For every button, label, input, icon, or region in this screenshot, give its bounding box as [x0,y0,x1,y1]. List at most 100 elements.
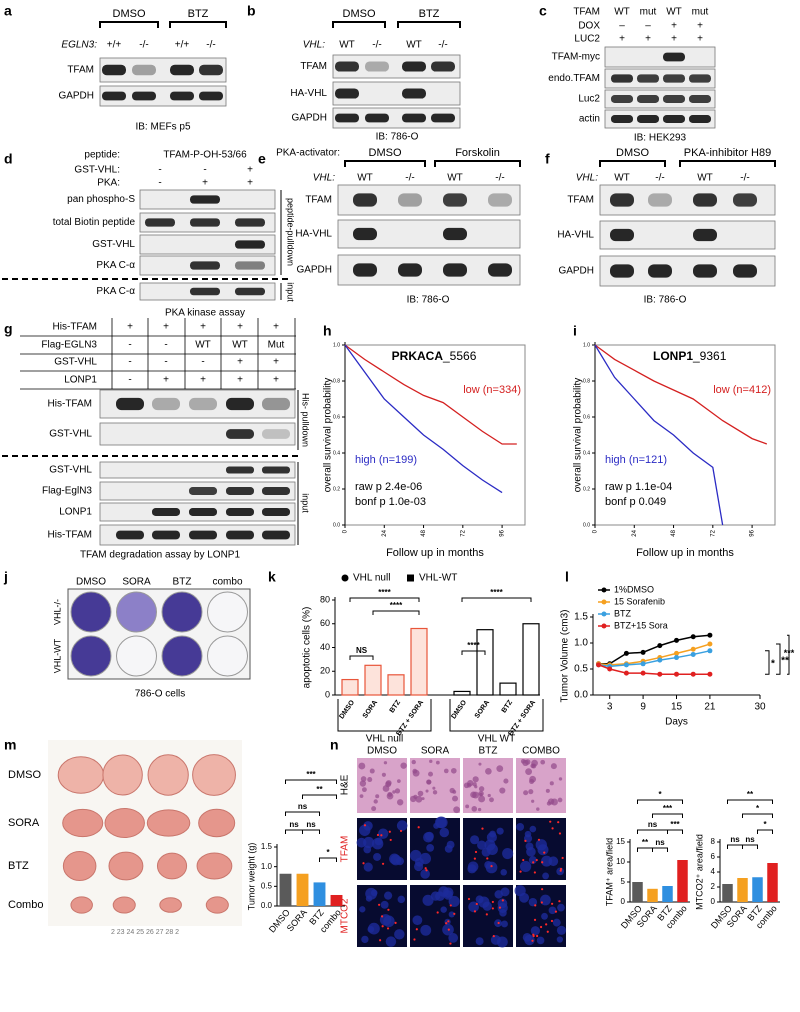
band [145,218,175,227]
x-tick-label: DMSO [338,699,356,721]
signal [381,925,384,928]
nucleus [375,794,380,799]
nucleus [472,791,480,799]
panel-label: m [4,737,16,753]
y-tick-label: 40 [320,642,330,652]
lane-label: WT [232,340,248,351]
band [235,287,265,296]
blot-label: GAPDH [558,266,594,277]
signal [376,833,380,837]
nucleus [474,785,478,789]
series-line [598,650,711,668]
nucleus [380,900,389,909]
group-label: VHL null [366,734,403,745]
row-label: PKA: [97,178,120,189]
nucleus [448,895,460,908]
signal [481,827,484,830]
nucleus [524,759,531,765]
point [690,634,696,640]
nucleus [361,787,367,793]
bracket [285,779,337,784]
nucleus [470,835,480,845]
band [443,227,467,241]
nucleus [484,839,496,851]
nucleus [550,763,557,770]
nucleus [485,767,492,775]
signal [473,910,477,913]
bar [737,878,748,902]
blot [139,234,276,255]
nucleus [363,862,373,872]
well [116,591,157,633]
panel-label: k [268,569,276,585]
point [690,646,696,652]
bracket [727,844,743,849]
legend-marker [601,611,607,617]
lane-label: - [203,165,206,176]
lane-label: - [158,165,161,176]
band [170,64,194,76]
bracket [319,857,337,862]
bracket [637,847,653,852]
panel-label: d [4,151,13,167]
nucleus [525,768,533,776]
signal [453,912,456,915]
row-label: DMSO [8,769,41,781]
y-tick-label: 1.5 [261,842,273,851]
legend-marker [341,574,349,582]
nucleus [411,759,416,765]
signal [561,856,564,860]
nucleus [410,795,417,803]
blot-label: total Biotin peptide [53,217,136,228]
nucleus [540,759,546,765]
nucleus [430,891,441,901]
signal [362,862,365,865]
nucleus [475,895,484,904]
panel-label: b [247,3,256,19]
legend-marker [407,574,414,582]
nucleus [558,777,563,781]
lane-label: Mut [268,340,285,351]
y-tick-label: 0.5 [261,881,273,890]
blot [332,107,461,129]
column-label: COMBO [522,746,560,757]
column-label: DMSO [76,577,106,588]
blot [332,81,461,106]
bracket [599,160,666,167]
y-tick-label: 0.5 [574,664,588,675]
panel-label: l [565,569,569,585]
lane-label: + [200,322,206,333]
band [102,64,126,76]
band [335,113,359,123]
band [663,115,685,123]
row-label: DOX [578,21,600,32]
legend-marker [601,587,607,593]
lane-label: WT [339,40,355,51]
nucleus [359,906,366,913]
group-label: DMSO [616,147,649,159]
signal [545,923,548,926]
y-axis-label: overall survival probability [323,378,334,493]
blot [604,109,716,129]
blot-label: His-TFAM [48,399,92,410]
group-label: PKA-inhibitor H89 [684,147,771,159]
lane-label: -/- [438,40,447,51]
legend-label: BTZ [614,608,632,618]
point [657,671,663,677]
y-axis-label: apoptotic cells (%) [302,607,313,689]
band [663,52,685,62]
signal [558,900,561,903]
tumor [147,754,189,796]
nucleus [489,797,494,803]
band [353,227,377,241]
signal [447,920,450,923]
band [637,95,659,103]
nucleus [360,776,367,782]
y-tick-label: 0.0 [574,690,588,701]
signal [467,897,471,901]
blot [99,85,227,107]
chart-title: LONP1 [653,349,693,363]
signal [557,821,560,824]
band [199,91,223,101]
significance: *** [663,804,673,813]
